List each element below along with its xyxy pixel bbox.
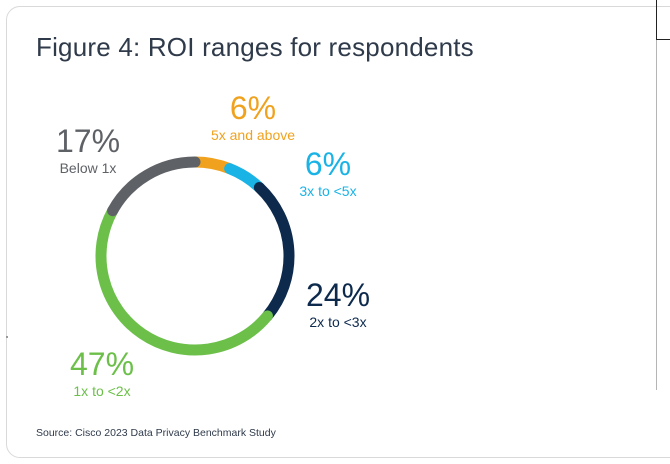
slice-percent: 47% bbox=[69, 346, 135, 382]
slice-label-below-1x: 17% Below 1x bbox=[50, 125, 126, 175]
slice-label-2x-to-3x: 24% 2x to <3x bbox=[302, 279, 374, 329]
slice-category: 2x to <3x bbox=[309, 314, 367, 330]
slice-percent: 6% bbox=[304, 146, 352, 182]
chart-title: Figure 4: ROI ranges for respondents bbox=[36, 32, 474, 62]
donut-slice-2 bbox=[253, 181, 295, 322]
slice-percent: 17% bbox=[55, 123, 121, 159]
divider bbox=[656, 40, 657, 390]
slice-category: 5x and above bbox=[210, 127, 296, 143]
window-corner bbox=[656, 0, 670, 40]
donut-slice-3 bbox=[95, 205, 273, 356]
stray-dot bbox=[6, 336, 8, 338]
slice-percent: 24% bbox=[305, 277, 371, 313]
slice-category: 3x to <5x bbox=[299, 183, 357, 199]
slice-percent: 6% bbox=[229, 90, 277, 126]
slice-label-1x-to-2x: 47% 1x to <2x bbox=[66, 348, 138, 398]
source-note: Source: Cisco 2023 Data Privacy Benchmar… bbox=[36, 427, 276, 439]
slice-label-3x-to-5x: 6% 3x to <5x bbox=[292, 148, 364, 198]
donut-slice-4 bbox=[107, 156, 201, 217]
slice-category: Below 1x bbox=[59, 160, 117, 176]
slice-label-5x-and-above: 6% 5x and above bbox=[203, 92, 303, 142]
slice-category: 1x to <2x bbox=[73, 383, 131, 399]
chart-card bbox=[6, 6, 670, 458]
